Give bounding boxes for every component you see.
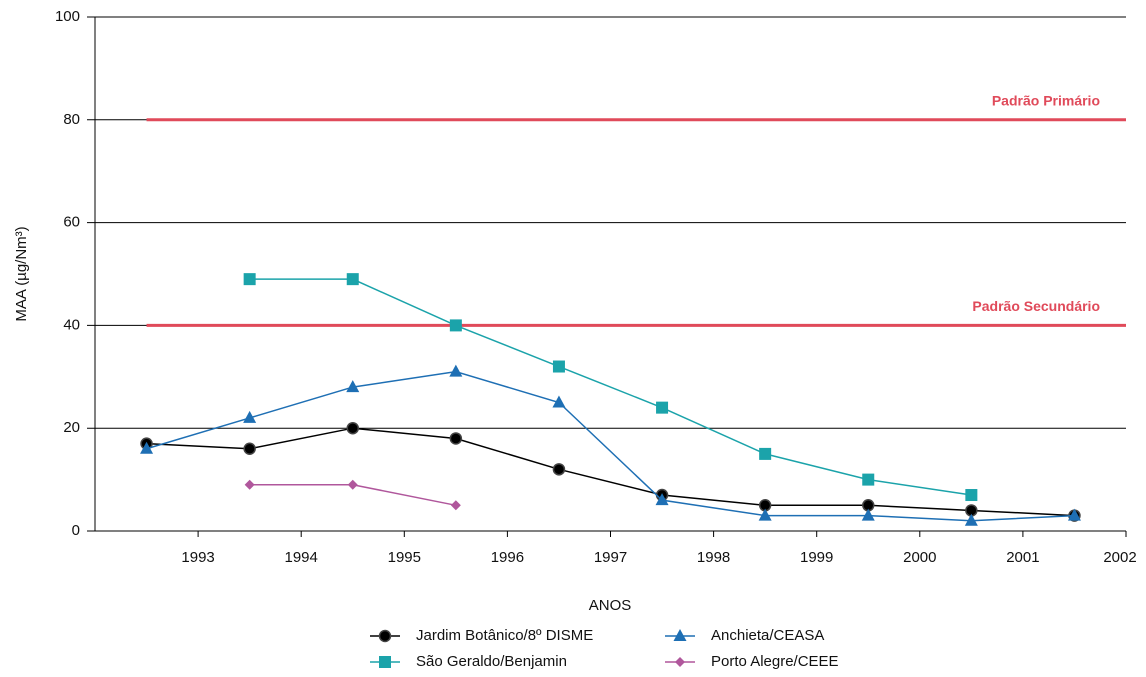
marker xyxy=(862,473,875,486)
series-line xyxy=(249,278,972,496)
legend-marker xyxy=(378,629,392,643)
marker xyxy=(655,493,669,506)
legend-label: São Geraldo/Benjamin xyxy=(416,653,567,670)
reference-label: Padrão Secundário xyxy=(972,298,1100,314)
x-tick-label: 1995 xyxy=(388,549,421,566)
x-tick-label: 1999 xyxy=(800,549,833,566)
x-tick-label: 2002 xyxy=(1103,549,1136,566)
x-tick-label: 1993 xyxy=(181,549,214,566)
marker xyxy=(243,442,256,456)
series-line xyxy=(146,370,1075,522)
marker xyxy=(244,479,255,490)
marker xyxy=(346,380,360,393)
legend-marker xyxy=(379,656,391,668)
marker xyxy=(1067,508,1081,521)
legend-marker xyxy=(673,629,687,641)
x-tick-label: 1994 xyxy=(285,549,318,566)
x-axis-label: ANOS xyxy=(589,597,632,614)
marker xyxy=(450,500,461,511)
x-tick-label: 2001 xyxy=(1006,549,1039,566)
legend-label: Anchieta/CEASA xyxy=(711,627,824,644)
marker xyxy=(346,421,359,435)
marker xyxy=(656,401,669,414)
marker xyxy=(140,441,154,454)
y-tick-label: 80 xyxy=(63,111,80,128)
y-tick-label: 60 xyxy=(63,214,80,231)
reference-label: Padrão Primário xyxy=(992,93,1100,109)
y-axis-label: MAA (µg/Nm³) xyxy=(13,226,30,321)
marker xyxy=(861,508,875,521)
marker xyxy=(965,489,978,502)
y-tick-label: 20 xyxy=(63,419,80,436)
series-line xyxy=(146,427,1075,517)
marker xyxy=(759,447,772,460)
legend-label: Jardim Botânico/8º DISME xyxy=(416,627,593,644)
x-tick-label: 1998 xyxy=(697,549,730,566)
x-tick-label: 2000 xyxy=(903,549,936,566)
marker xyxy=(449,432,463,445)
marker xyxy=(243,273,256,286)
marker xyxy=(964,513,978,526)
x-tick-label: 1996 xyxy=(491,549,524,566)
marker xyxy=(346,273,359,286)
marker xyxy=(449,319,462,332)
marker xyxy=(552,360,565,373)
y-tick-label: 100 xyxy=(55,8,80,25)
x-tick-label: 1997 xyxy=(594,549,627,566)
y-tick-label: 40 xyxy=(63,316,80,333)
marker xyxy=(552,395,566,408)
y-tick-label: 0 xyxy=(72,522,80,539)
marker xyxy=(758,508,772,521)
legend-label: Porto Alegre/CEEE xyxy=(711,653,839,670)
legend-marker xyxy=(675,657,685,667)
marker xyxy=(243,410,257,423)
marker xyxy=(449,364,463,377)
marker xyxy=(347,479,358,490)
marker xyxy=(552,463,566,476)
